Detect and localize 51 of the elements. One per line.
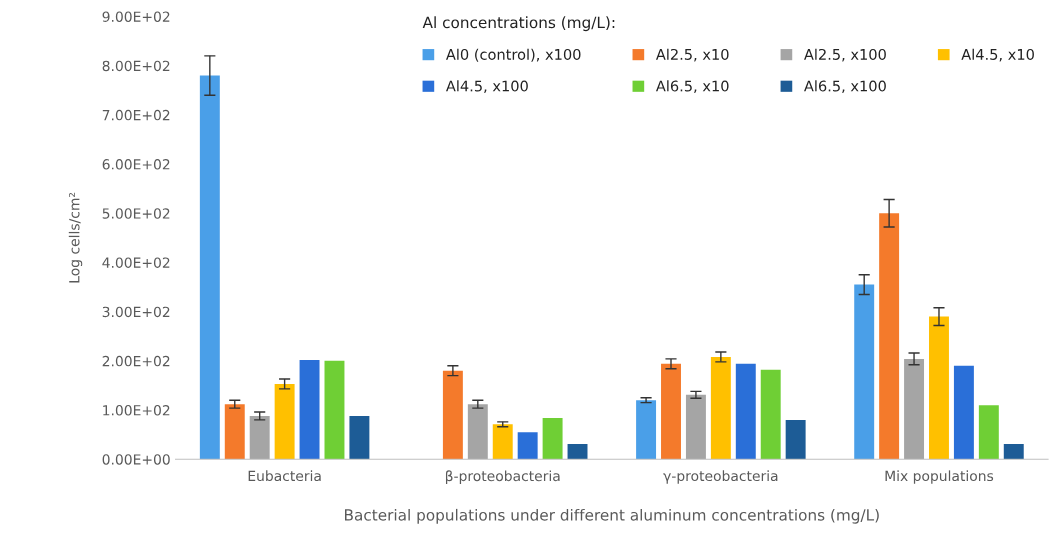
y-tick-label: 6.00E+02 bbox=[102, 159, 170, 170]
bar bbox=[661, 363, 681, 460]
bar bbox=[735, 363, 756, 460]
bar bbox=[224, 404, 245, 460]
bar bbox=[685, 394, 706, 460]
y-tick-label: 2.00E+02 bbox=[102, 355, 170, 367]
bar bbox=[299, 359, 320, 460]
y-tick-label: 4.00E+02 bbox=[102, 257, 170, 268]
y-tick-label: 7.00E+02 bbox=[102, 109, 170, 121]
y-tick-label: 5.00E+02 bbox=[102, 208, 170, 219]
legend-label: Al2.5, x10 bbox=[655, 48, 729, 62]
legend-label: Al4.5, x100 bbox=[445, 80, 528, 94]
y-tick-label: 3.00E+02 bbox=[102, 306, 170, 318]
bar bbox=[567, 444, 588, 460]
bar bbox=[274, 383, 295, 460]
y-tick-label: 8.00E+02 bbox=[102, 60, 170, 72]
y-tick-label: 0.00E+00 bbox=[102, 454, 170, 465]
y-tick-label: 1.00E+02 bbox=[103, 405, 170, 416]
bar bbox=[760, 369, 781, 460]
bar bbox=[492, 424, 513, 460]
bar bbox=[710, 356, 731, 460]
legend-label: Al4.5, x10 bbox=[961, 48, 1034, 62]
bar bbox=[854, 284, 875, 460]
legend-label: Al6.5, x100 bbox=[804, 80, 886, 94]
legend-label: Al0 (control), x100 bbox=[445, 48, 581, 62]
bar bbox=[879, 213, 900, 460]
bar bbox=[442, 370, 463, 460]
bar bbox=[467, 404, 488, 460]
y-axis-title: Log cells/cm² bbox=[68, 192, 83, 283]
bar bbox=[929, 316, 949, 460]
x-tick-label: Mix populations bbox=[885, 470, 994, 484]
bar bbox=[249, 415, 270, 460]
legend-label: Al6.5, x10 bbox=[655, 80, 729, 94]
bar bbox=[199, 75, 220, 460]
bar bbox=[324, 360, 345, 460]
bar bbox=[785, 419, 806, 460]
bar bbox=[542, 417, 563, 460]
x-tick-label: Eubacteria bbox=[248, 470, 321, 482]
legend-label: Al2.5, x100 bbox=[804, 48, 886, 62]
bar bbox=[349, 415, 370, 460]
bar bbox=[978, 405, 999, 460]
x-axis-title: Bacterial populations under different aluminum concentrations (mg/L) bbox=[345, 508, 879, 524]
y-tick-label: 9.00E+02 bbox=[102, 11, 170, 22]
x-tick-label: β-proteobacteria bbox=[445, 470, 560, 484]
bar bbox=[517, 432, 538, 460]
bar bbox=[953, 365, 974, 460]
legend-title: Al concentrations (mg/L): bbox=[422, 16, 615, 32]
bar bbox=[904, 358, 925, 460]
bar bbox=[636, 400, 657, 460]
bar bbox=[1003, 444, 1024, 460]
x-tick-label: γ-proteobacteria bbox=[663, 470, 778, 484]
